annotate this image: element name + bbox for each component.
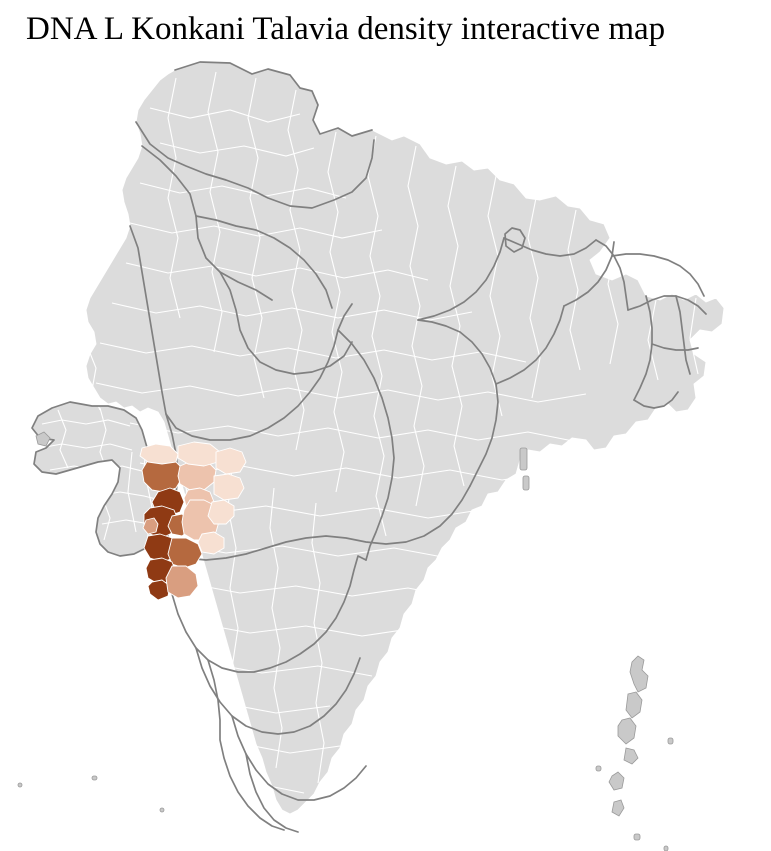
highlighted-districts[interactable] [139,441,247,601]
district-light-east-a [213,473,245,501]
district-mumbai-city [147,579,171,601]
andaman-nicobar-islands [595,655,674,851]
district-light-east-c [197,531,225,555]
district-thane [167,537,203,569]
page-title: DNA L Konkani Talavia density interactiv… [26,11,666,47]
district-light-north-c [215,447,247,475]
india-choropleth-svg[interactable] [0,48,771,851]
mainland-landmass [85,61,725,815]
india-outline [85,61,725,815]
district-light-east-b [207,499,235,525]
state-boundaries [31,61,707,833]
lakshadweep-islands [17,775,165,813]
map-canvas[interactable] [0,48,771,851]
district-light-north-a [139,443,179,465]
coastal-marker-dots [35,431,530,491]
district-raigad [165,565,199,599]
district-daman [142,517,159,535]
